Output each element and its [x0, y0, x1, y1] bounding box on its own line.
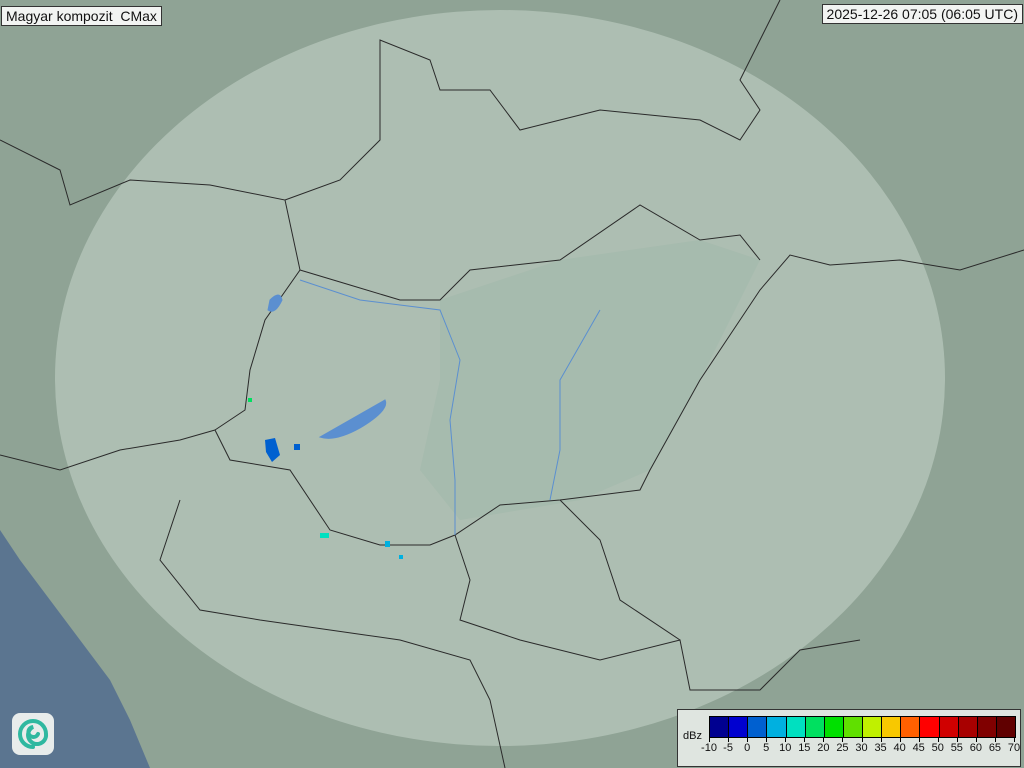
sea-adriatic	[0, 530, 150, 768]
legend-tick-mark	[728, 737, 730, 742]
legend-tick-mark	[937, 737, 939, 742]
product-title: Magyar kompozit CMax	[1, 6, 162, 26]
legend-tick-label: 15	[798, 742, 811, 754]
legend-color-bar	[709, 716, 1016, 738]
legend-tick-mark	[823, 737, 825, 742]
legend-tick-mark	[899, 737, 901, 742]
radar-echoes	[248, 398, 403, 559]
legend-tick-mark	[880, 737, 882, 742]
legend-swatch	[939, 717, 959, 737]
legend-tick-mark	[861, 737, 863, 742]
legend-tick-label: 0	[744, 742, 751, 754]
met-service-swirl-icon	[12, 713, 54, 755]
legend-swatch	[748, 717, 768, 737]
legend-tick-label: 35	[874, 742, 887, 754]
legend-tick-label: 25	[836, 742, 849, 754]
legend-swatch	[996, 717, 1015, 737]
legend-tick-label: 30	[855, 742, 868, 754]
legend-tick-label: 40	[893, 742, 906, 754]
legend-tick-label: -10	[701, 742, 717, 754]
legend-tick-label: -5	[723, 742, 733, 754]
legend-tick-mark	[804, 737, 806, 742]
legend-tick-label: 55	[950, 742, 963, 754]
legend-swatch	[729, 717, 749, 737]
legend-tick-label: 50	[931, 742, 944, 754]
legend-tick-label: 10	[779, 742, 792, 754]
legend-swatch	[824, 717, 844, 737]
legend-swatch	[882, 717, 902, 737]
legend-tick-mark	[785, 737, 787, 742]
legend-swatch	[901, 717, 921, 737]
legend-tick-mark	[1014, 737, 1015, 742]
legend-tick-mark	[747, 737, 749, 742]
legend-tick-mark	[956, 737, 958, 742]
dbz-color-legend: dBz -10 -5 0 5 10 15 20 25 30 35 40 45 50 55 60 65 70	[677, 709, 1021, 767]
legend-tick-mark	[766, 737, 768, 742]
legend-swatch	[863, 717, 883, 737]
legend-tick-label: 60	[969, 742, 982, 754]
legend-tick-label: 65	[988, 742, 1002, 754]
legend-tick-mark	[975, 737, 977, 742]
legend-tick-mark	[842, 737, 844, 742]
legend-tick-mark	[709, 737, 710, 742]
legend-unit: dBz	[683, 730, 702, 742]
legend-swatch	[843, 717, 863, 737]
legend-tick-label: 20	[817, 742, 830, 754]
legend-swatch	[958, 717, 978, 737]
hungary-lowland	[420, 240, 760, 520]
legend-tick-mark	[994, 737, 996, 742]
legend-swatch	[786, 717, 806, 737]
legend-tick-label: 70	[1007, 742, 1021, 754]
rivers-lakes	[267, 279, 601, 535]
legend-tick-mark	[918, 737, 920, 742]
legend-ticks: -10 -5 0 5 10 15 20 25 30 35 40 45 50 55 60 65 70	[701, 737, 1020, 757]
legend-swatch	[977, 717, 997, 737]
legend-swatch	[710, 717, 730, 737]
timestamp: 2025-12-26 07:05 (06:05 UTC)	[821, 4, 1023, 24]
legend-tick-label: 5	[763, 742, 770, 754]
legend-swatch	[920, 717, 940, 737]
legend-swatch	[767, 717, 787, 737]
legend-tick-label: 45	[912, 742, 925, 754]
legend-swatch	[805, 717, 825, 737]
